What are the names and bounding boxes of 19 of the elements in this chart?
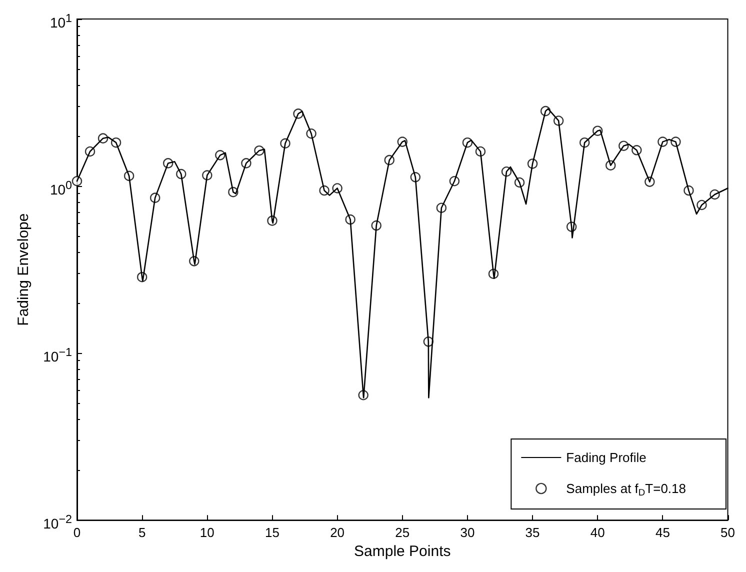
x-tick-label: 30	[460, 525, 475, 540]
x-axis-title: Sample Points	[354, 543, 451, 560]
x-tick-label: 25	[395, 525, 410, 540]
x-tick-label: 0	[73, 525, 81, 540]
y-tick-label: 10$^{−1}$	[43, 345, 72, 366]
legend-label: Fading Profile	[566, 450, 646, 465]
x-tick-label: 5	[138, 525, 146, 540]
x-tick-label: 35	[525, 525, 540, 540]
x-tick-label: 20	[330, 525, 345, 540]
point	[72, 176, 82, 186]
x-tick-label: 10	[200, 525, 214, 540]
y-tick-label: 10$^{0}$	[50, 178, 72, 199]
x-tick-label: 40	[590, 525, 605, 540]
x-tick-label: 50	[720, 525, 736, 540]
y-axis-title: Fading Envelope	[15, 213, 32, 326]
x-tick-label: 45	[655, 525, 670, 540]
y-tick-label: 10$^{1}$	[50, 11, 72, 32]
y-tick-label: 10$^{−2}$	[43, 512, 72, 533]
x-tick-label: 15	[264, 525, 280, 540]
